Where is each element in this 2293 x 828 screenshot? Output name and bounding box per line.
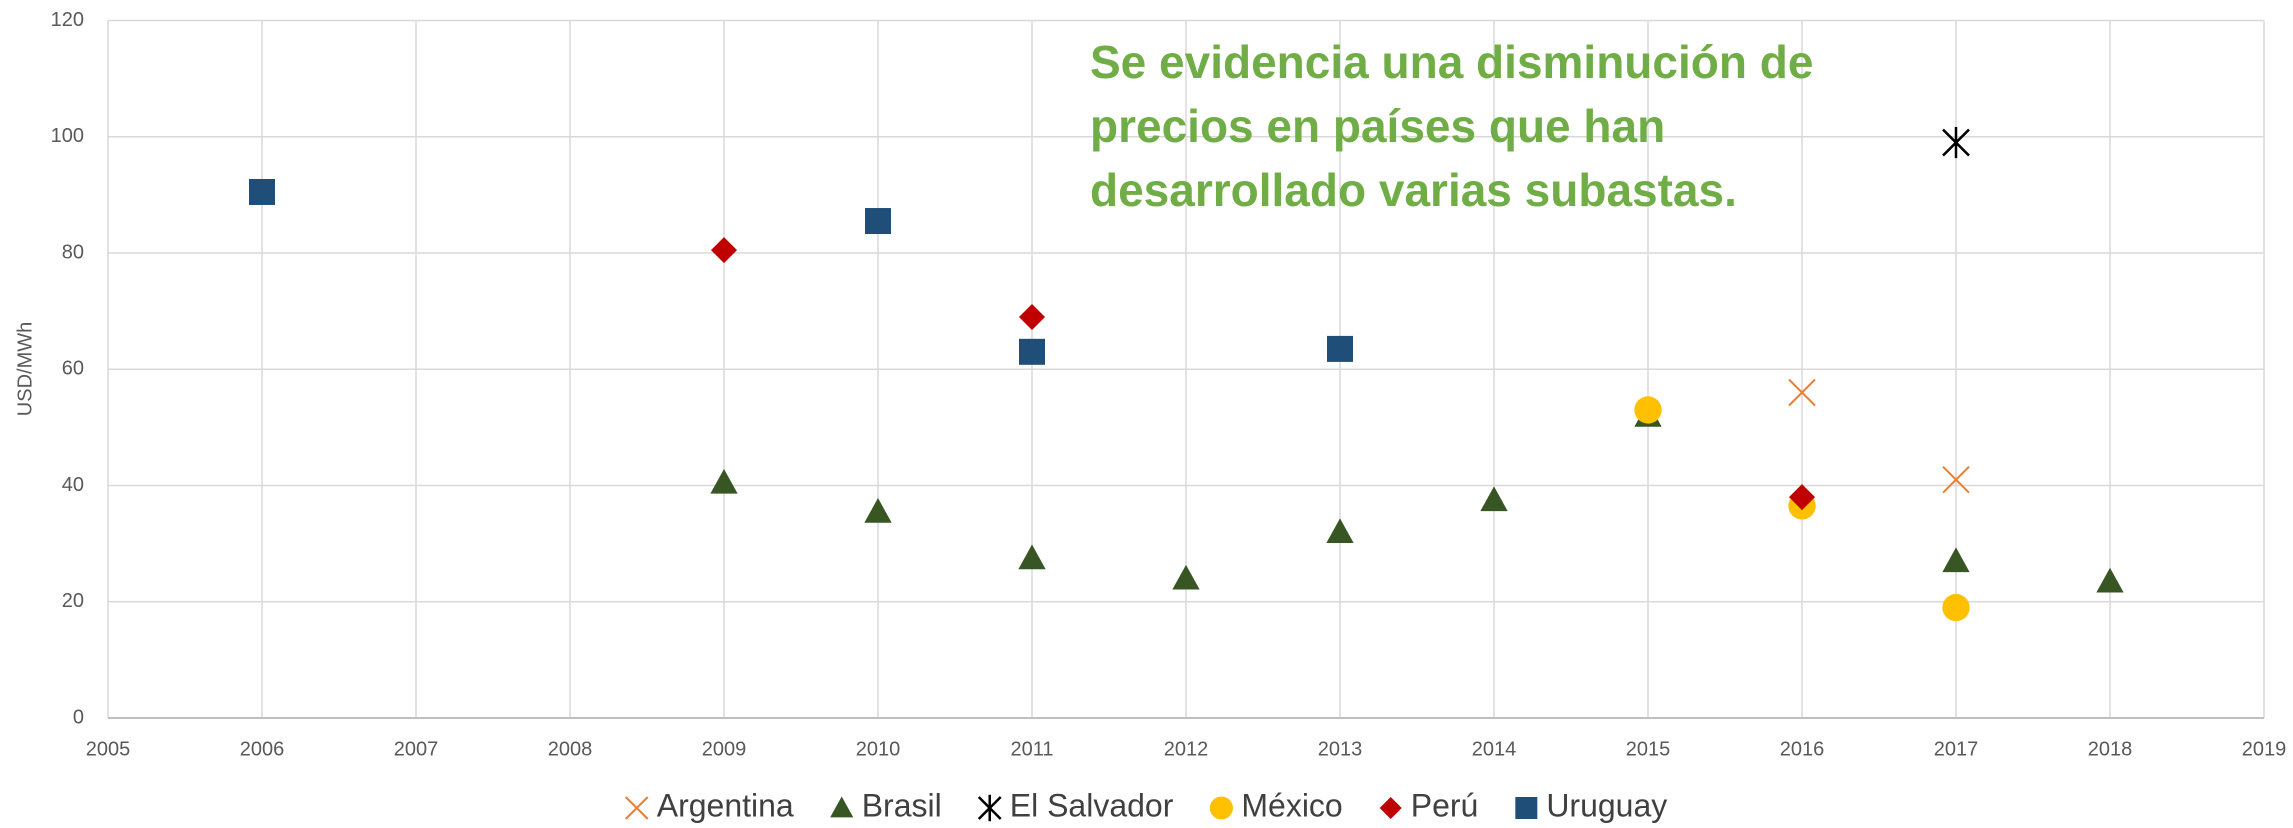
marker [710,468,738,494]
y-tick-label: 120 [51,9,84,31]
marker [865,208,891,235]
marker [249,178,275,205]
y-tick-label: 100 [51,125,84,147]
marker [1172,564,1200,590]
x-tick-label: 2006 [240,738,285,760]
marker [1634,396,1662,424]
y-tick-label: 60 [62,358,84,380]
x-tick-label: 2012 [1164,738,1209,760]
marker [1019,338,1045,365]
marker [1942,465,1970,494]
x-tick-label: 2007 [394,738,439,760]
x-tick-label: 2013 [1318,738,1363,760]
legend-marker [830,796,854,818]
legend-label: Uruguay [1546,787,1667,823]
y-tick-label: 80 [62,241,84,263]
y-tick-label: 40 [62,474,84,496]
annotation: precios en países que han [1090,100,1665,152]
x-tick-label: 2008 [548,738,593,760]
y-axis-label: USD/MWh [14,322,36,416]
legend-marker [625,796,649,820]
x-tick-label: 2016 [1780,738,1825,760]
marker [1480,486,1508,512]
legend: Argentina Brasil El Salvador México Perú Urug… [625,787,1667,823]
annotation: desarrollado varias subastas. [1090,164,1737,216]
annotation: Se evidencia una disminución de [1090,36,1813,88]
y-tick-label: 0 [73,706,84,728]
x-tick-label: 2005 [86,738,131,760]
legend-label: México [1241,787,1342,823]
marker [1789,484,1815,511]
marker [1327,335,1353,362]
legend-marker [977,794,1002,822]
legend-label: Perú [1411,787,1479,823]
marker [1942,547,1970,573]
legend-label: El Salvador [1010,787,1174,823]
x-tick-label: 2019 [2242,738,2287,760]
x-tick-label: 2010 [856,738,901,760]
x-tick-label: 2011 [1010,738,1053,760]
x-tick-label: 2015 [1626,738,1671,760]
legend-marker [1515,797,1538,819]
x-tick-label: 2018 [2088,738,2133,760]
legend-label: Argentina [657,787,794,823]
marker [1942,126,1970,159]
legend-label: Brasil [862,787,942,823]
x-tick-label: 2009 [702,738,747,760]
marker [1326,518,1354,544]
marker [864,498,892,523]
legend-marker [1379,797,1402,819]
marker [2096,567,2124,593]
marker [1942,593,1970,622]
marker [711,237,737,264]
x-tick-label: 2014 [1472,738,1517,760]
x-tick-label: 2017 [1934,738,1979,760]
marker [1018,544,1046,570]
y-tick-label: 20 [62,590,84,612]
legend-marker [1209,796,1233,820]
marker [1019,303,1045,330]
marker [1788,378,1816,407]
